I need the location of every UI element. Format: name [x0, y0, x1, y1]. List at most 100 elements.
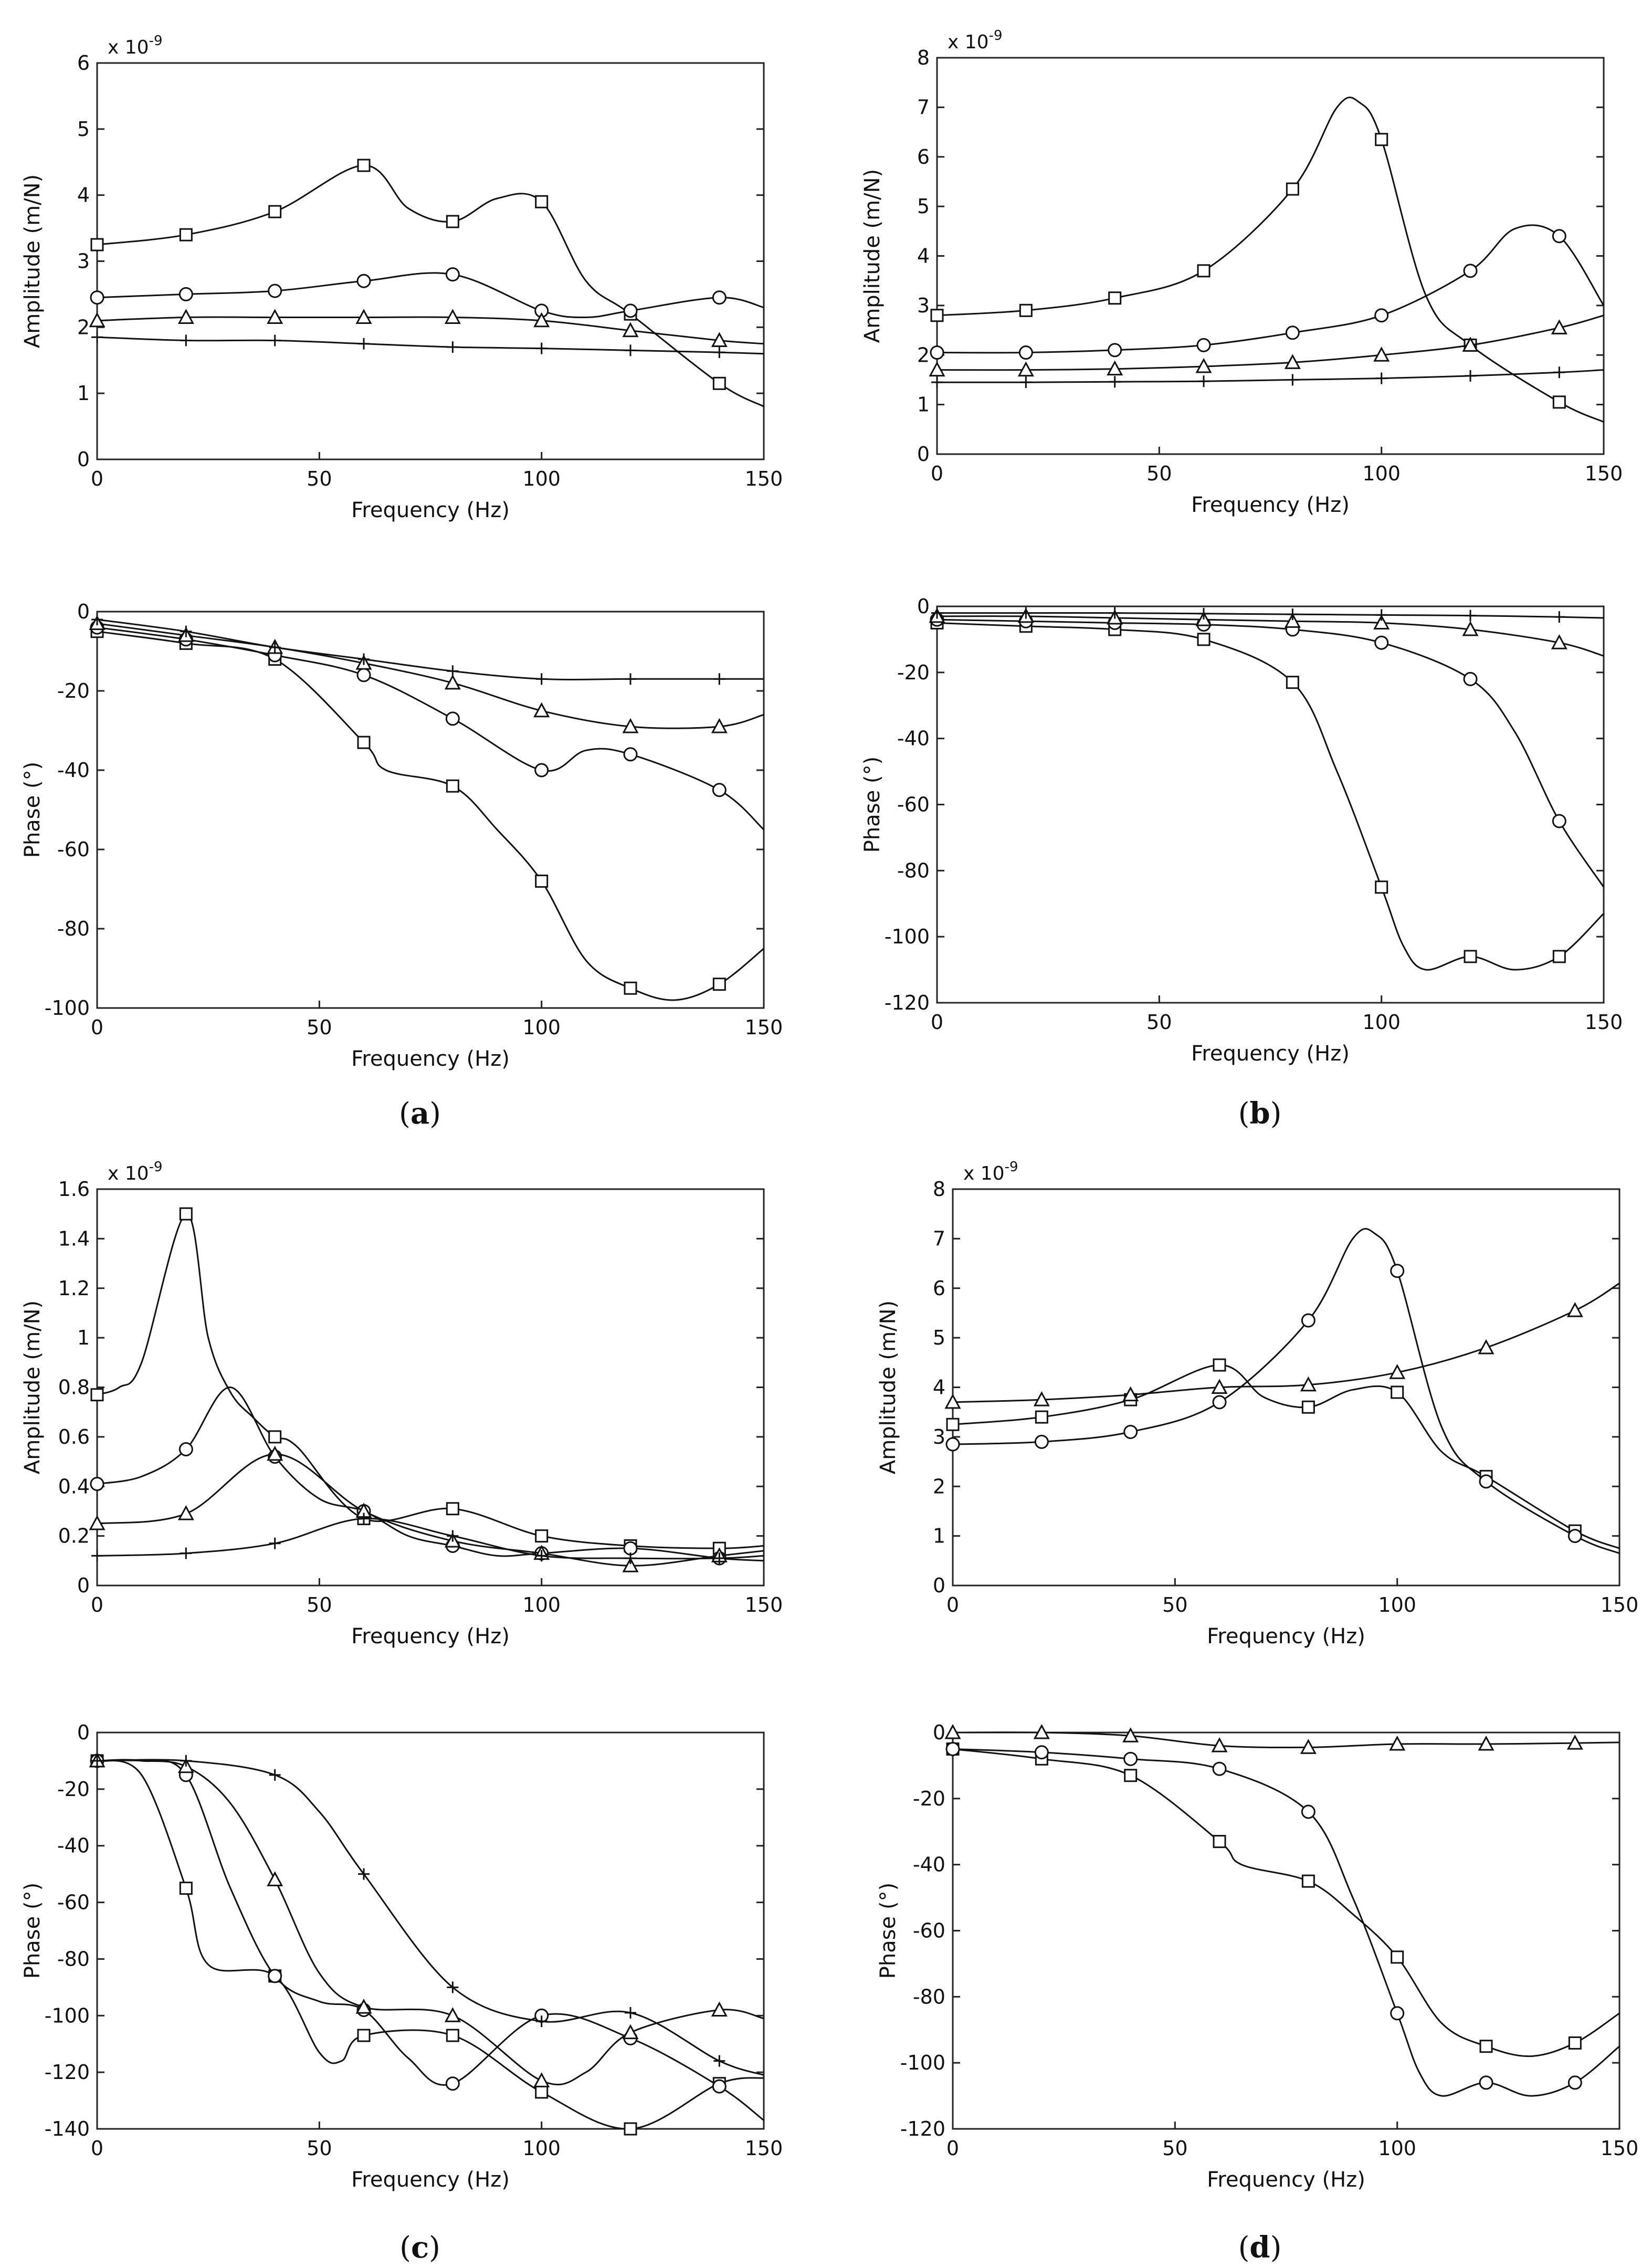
y-axis-exponent: x 10-9 — [108, 33, 163, 58]
data-point-circle — [945, 1437, 960, 1452]
x-tick-label: 100 — [522, 2137, 561, 2160]
y-tick-label: -120 — [45, 2061, 90, 2084]
y-axis-label: Amplitude (m/N) — [20, 174, 45, 348]
panel-label-d-letter: d — [1249, 2230, 1270, 2265]
data-point-square — [446, 1502, 459, 1516]
data-point-triangle — [1300, 1376, 1317, 1392]
data-point-circle — [1479, 2075, 1493, 2090]
y-tick-label: 1 — [77, 382, 90, 405]
data-point-square — [357, 159, 371, 172]
y-tick-label: 3 — [77, 250, 90, 273]
series-circle — [930, 224, 1605, 360]
data-point-square — [446, 779, 459, 793]
data-point-triangle — [1284, 613, 1301, 628]
data-point-plus — [1465, 370, 1476, 382]
x-tick-label: 100 — [1378, 2137, 1416, 2160]
series-line-triangle — [937, 615, 1604, 657]
y-tick-label: -140 — [45, 2117, 90, 2140]
series-line-plus — [97, 618, 764, 680]
y-tick-label: 5 — [933, 1326, 945, 1349]
x-axis-label: Frequency (Hz) — [1207, 2168, 1365, 2192]
data-point-plus — [91, 1550, 103, 1562]
data-point-triangle — [267, 1871, 283, 1886]
series-triangle — [929, 314, 1604, 377]
data-point-square — [535, 874, 549, 888]
data-point-triangle — [1373, 346, 1390, 362]
data-point-plus — [1375, 372, 1387, 384]
y-tick-label: 1 — [933, 1525, 945, 1548]
y-tick-label: -100 — [45, 996, 90, 1020]
data-point-plus — [1553, 611, 1565, 623]
y-tick-label: 0.2 — [58, 1525, 90, 1548]
data-point-plus — [269, 641, 281, 653]
data-point-circle — [268, 284, 282, 298]
series-line-square — [937, 622, 1605, 971]
data-point-plus — [358, 653, 370, 665]
x-tick-label: 100 — [1378, 1593, 1416, 1616]
data-point-circle — [1034, 1745, 1049, 1760]
data-point-square — [1375, 133, 1388, 146]
x-tick-label: 0 — [91, 1016, 103, 1039]
y-tick-label: -40 — [57, 1834, 90, 1857]
x-tick-label: 100 — [522, 1593, 561, 1616]
y-tick-label: -20 — [913, 1787, 945, 1810]
y-tick-label: 4 — [917, 245, 930, 268]
panel-label-b-letter: b — [1249, 1096, 1270, 1131]
data-point-plus — [358, 1868, 370, 1880]
data-point-circle — [712, 2079, 727, 2094]
exponent-base: x 10 — [108, 1163, 149, 1184]
data-point-circle — [1301, 1313, 1316, 1328]
data-point-triangle — [533, 702, 550, 718]
data-point-square — [1019, 303, 1033, 317]
x-axis-label: Frequency (Hz) — [1191, 493, 1350, 517]
data-point-circle — [445, 2076, 460, 2091]
data-point-plus — [625, 2007, 636, 2019]
y-tick-label: -80 — [913, 1985, 945, 2008]
data-point-triangle — [711, 718, 728, 733]
series-circle — [945, 1741, 1620, 2097]
data-point-circle — [356, 274, 371, 288]
x-tick-label: 50 — [1146, 1011, 1172, 1034]
data-point-plus — [91, 331, 103, 343]
data-point-circle — [1123, 1424, 1138, 1439]
data-point-circle — [1018, 345, 1033, 360]
y-tick-label: 5 — [917, 195, 930, 218]
data-point-triangle — [944, 1724, 961, 1739]
data-point-circle — [945, 1741, 960, 1756]
data-point-circle — [623, 747, 638, 762]
data-point-square — [535, 2085, 549, 2099]
data-point-square — [712, 376, 726, 390]
series-line-circle — [937, 224, 1605, 354]
data-point-triangle — [1284, 354, 1301, 369]
y-tick-label: -80 — [57, 917, 90, 940]
series-line-circle — [952, 1748, 1620, 2097]
x-tick-label: 50 — [307, 1593, 332, 1616]
exponent-power: -9 — [1005, 1159, 1018, 1175]
x-tick-label: 0 — [91, 2137, 103, 2160]
data-point-triangle — [89, 312, 106, 328]
data-point-plus — [1198, 375, 1209, 387]
data-point-triangle — [1300, 1739, 1317, 1754]
data-point-square — [712, 978, 726, 991]
data-point-triangle — [1122, 1727, 1139, 1742]
data-point-triangle — [1211, 1379, 1228, 1394]
data-point-plus — [625, 673, 636, 685]
series-line-circle — [937, 618, 1605, 888]
series-plus — [91, 614, 764, 685]
x-tick-label: 150 — [1601, 1593, 1639, 1616]
y-tick-label: -60 — [57, 838, 90, 861]
x-tick-label: 150 — [745, 467, 783, 490]
y-tick-label: 0.6 — [58, 1425, 90, 1448]
data-point-circle — [90, 290, 104, 305]
data-point-square — [179, 1207, 193, 1221]
y-axis-label: Amplitude (m/N) — [860, 169, 885, 343]
data-point-triangle — [1017, 361, 1034, 377]
panel-label-b: (b) — [1238, 1096, 1282, 1131]
y-tick-label: 0.8 — [58, 1376, 90, 1399]
data-point-triangle — [1373, 614, 1390, 629]
series-plus — [931, 607, 1604, 623]
x-tick-label: 0 — [946, 2137, 959, 2160]
x-tick-label: 100 — [522, 1016, 561, 1039]
exponent-base: x 10 — [963, 1163, 1005, 1184]
y-tick-label: -100 — [900, 2051, 945, 2074]
